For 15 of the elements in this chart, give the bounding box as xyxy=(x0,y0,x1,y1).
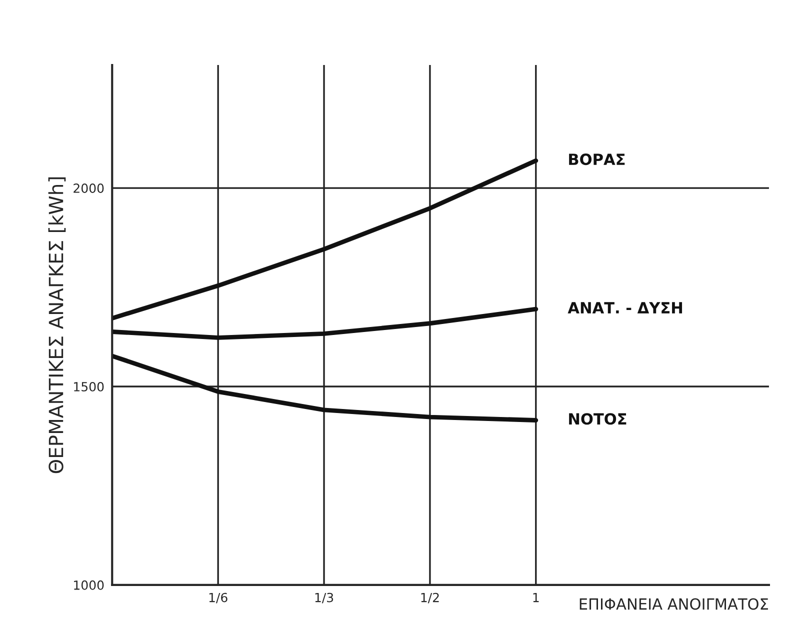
y-tick-label: 2000 xyxy=(74,184,104,193)
x-tick-label: 1/2 xyxy=(421,592,439,604)
text: ΑΝΑΤ. - ΔΥΣΗ xyxy=(568,302,682,314)
line-series xyxy=(112,158,538,320)
x-tick-label: 1/3 xyxy=(315,592,334,604)
x-tick-label: 1 xyxy=(533,592,539,602)
line-series xyxy=(112,306,538,340)
line-series xyxy=(112,354,538,422)
text: ΒΟΡΑΣ xyxy=(569,154,625,166)
y-axis-title: ΘΕΡΜΑΝΤΙΚΕΣ ΑΝΑΓΚΕΣ [kWh] xyxy=(48,177,66,474)
y-tick-label: 1500 xyxy=(74,382,104,392)
x-axis-title: ΕΠΙΦΑΝΕΙΑ ΑΝΟΙΓΜΑΤΟΣ xyxy=(580,598,768,610)
y-tick-label: 1000 xyxy=(74,580,104,590)
x-tick-label: 1/6 xyxy=(209,592,228,604)
text: ΝΟΤΟΣ xyxy=(569,413,626,425)
